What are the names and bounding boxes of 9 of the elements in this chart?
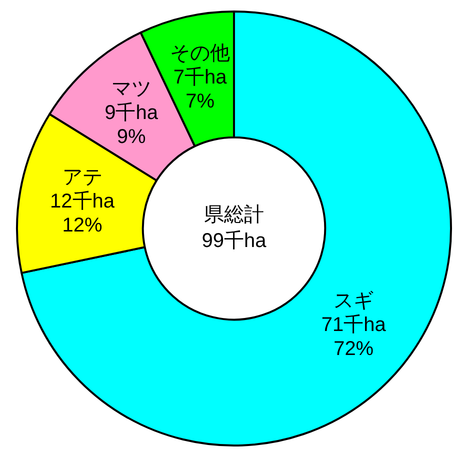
data-label: 71千ha 72% xyxy=(321,314,387,360)
data-label: 12千ha 12% xyxy=(50,190,116,236)
slice-label: スギ xyxy=(334,290,374,312)
data-label: 7千ha 7% xyxy=(173,66,228,113)
slice-label: マツ xyxy=(111,78,152,100)
slice-label: アテ xyxy=(62,166,102,188)
text: 県総計 99千ha xyxy=(202,204,268,252)
slice-label: その他 xyxy=(170,42,230,65)
data-label: 9千ha 9% xyxy=(104,102,159,148)
